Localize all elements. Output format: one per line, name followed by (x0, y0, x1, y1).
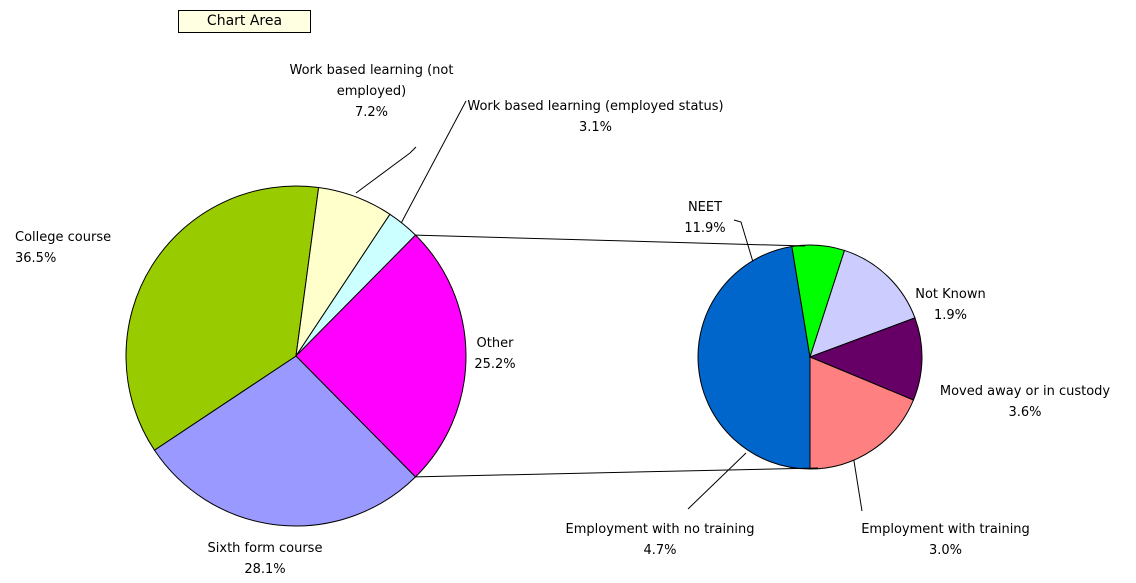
leader-lines (355, 100, 863, 512)
label-value: 1.9% (933, 308, 968, 323)
data-label: Work based learning (employed status) 3.1… (463, 96, 728, 138)
connector-line (415, 467, 819, 478)
pie-slice (809, 356, 915, 470)
label-name: Work based learning (not employed) (289, 63, 454, 99)
pie-slice (125, 185, 320, 451)
label-name: NEET (687, 200, 723, 215)
pie-slice (697, 245, 811, 470)
data-label: Sixth form course 28.1% (165, 538, 365, 580)
leader-line (733, 219, 754, 263)
label-value: 3.6% (1008, 405, 1042, 420)
pie-slice (153, 355, 417, 527)
label-name: Moved away or in custody (939, 384, 1111, 399)
leader-line (397, 100, 467, 230)
label-value: 28.1% (244, 562, 286, 577)
label-value: 25.2% (474, 357, 516, 372)
label-value: 4.7% (643, 543, 677, 558)
label-value: 7.2% (354, 105, 389, 120)
connector-line (415, 234, 806, 247)
pie-slice (808, 317, 923, 401)
data-label: Not Known 1.9% (903, 284, 998, 326)
label-value: 11.9% (684, 221, 726, 236)
pie-slice (809, 249, 916, 358)
data-label: Employment with training 3.0% (858, 519, 1033, 561)
data-label: Moved away or in custody 3.6% (915, 381, 1135, 423)
pie-slice (295, 234, 467, 478)
label-name: Employment with no training (565, 522, 755, 537)
label-name: Employment with training (861, 522, 1030, 537)
label-name: College course (15, 230, 112, 245)
leader-line (687, 452, 747, 510)
data-label: Work based learning (not employed) 7.2% (284, 60, 459, 123)
label-name: Other (476, 336, 514, 351)
label-name: Work based learning (employed status) (467, 99, 724, 114)
data-label: Employment with no training 4.7% (560, 519, 760, 561)
label-value: 36.5% (15, 251, 57, 266)
data-label: NEET 11.9% (665, 197, 745, 239)
data-label: Other 25.2% (460, 333, 530, 375)
leader-line (355, 146, 417, 194)
tooltip: Chart Area (178, 10, 311, 33)
label-value: 3.1% (578, 120, 613, 135)
data-label: College course 36.5% (15, 227, 165, 269)
label-name: Not Known (915, 287, 986, 302)
label-value: 3.0% (928, 543, 963, 558)
label-name: Sixth form course (207, 541, 323, 556)
